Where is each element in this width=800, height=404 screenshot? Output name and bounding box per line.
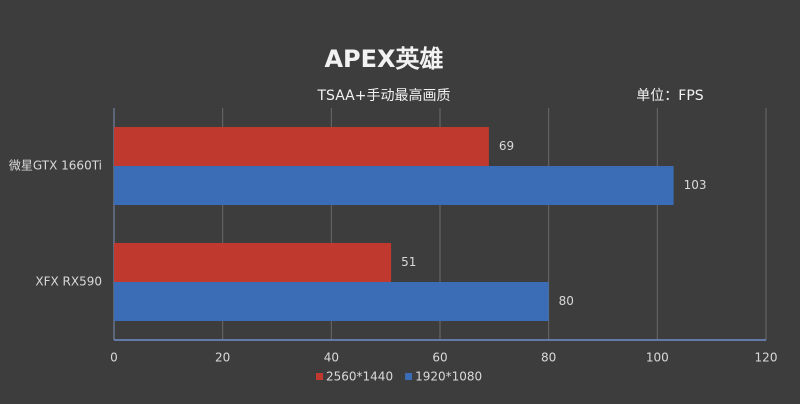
- bar: [114, 243, 392, 282]
- bar: [114, 166, 674, 205]
- legend-swatch: [316, 373, 323, 380]
- x-tick-label: 100: [646, 351, 669, 365]
- x-tick-label: 60: [432, 351, 447, 365]
- chart-title: APEX英雄: [324, 45, 443, 73]
- bar: [114, 282, 549, 321]
- y-tick-label: XFX RX590: [35, 275, 102, 289]
- unit-label: 单位：FPS: [636, 88, 703, 104]
- value-label: 80: [559, 294, 574, 308]
- x-tick-label: 20: [215, 351, 230, 365]
- legend-label: 2560*1440: [326, 370, 393, 384]
- x-tick-label: 80: [541, 351, 556, 365]
- chart-subtitle: TSAA+手动最高画质: [317, 87, 451, 104]
- value-label: 103: [684, 178, 707, 192]
- x-tick-label: 120: [755, 351, 778, 365]
- bar: [114, 127, 489, 166]
- x-tick-label: 0: [110, 351, 118, 365]
- y-tick-label: 微星GTX 1660Ti: [9, 159, 102, 173]
- x-tick-label: 40: [324, 351, 339, 365]
- legend-swatch: [405, 373, 413, 380]
- value-label: 69: [499, 139, 514, 153]
- legend-label: 1920*1080: [415, 370, 482, 384]
- value-label: 51: [401, 255, 416, 269]
